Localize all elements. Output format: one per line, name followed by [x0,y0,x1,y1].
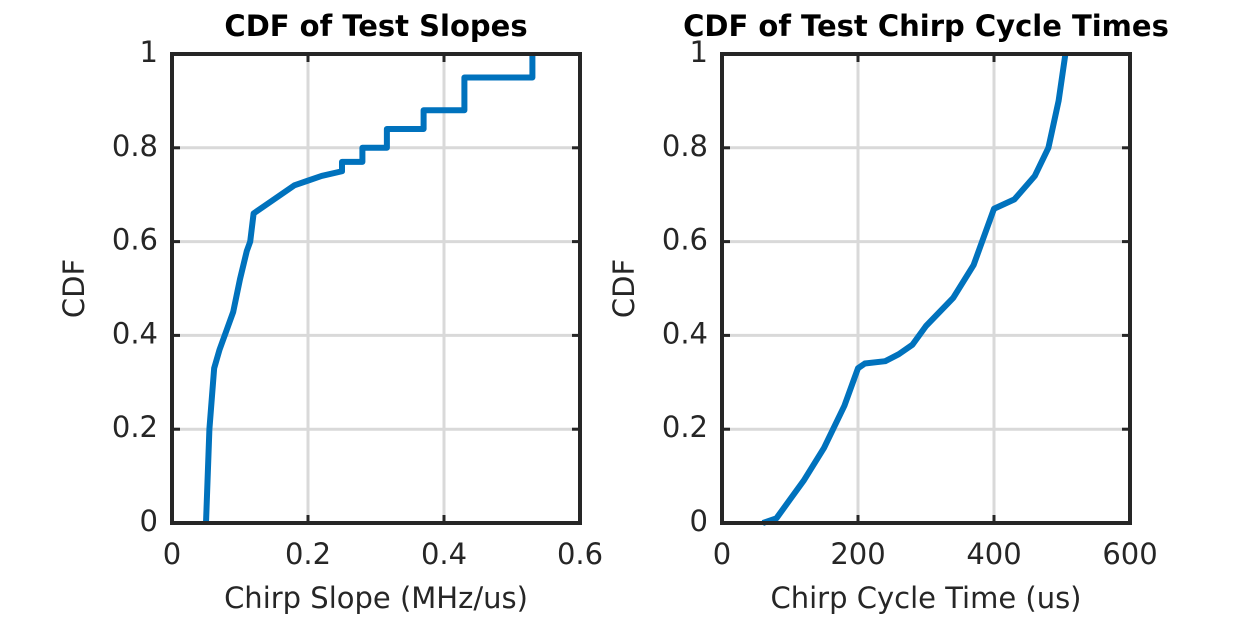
x-tick-label: 200 [830,537,885,571]
x-tick-label: 0 [713,537,731,571]
y-tick-label: 1 [690,35,708,69]
x-tick-label: 0.2 [285,537,331,571]
y-tick-label: 0.4 [662,316,708,350]
cdf-line [761,53,1069,526]
y-tick-label: 0 [690,504,708,538]
y-tick-label: 0.8 [662,129,708,163]
x-tick-label: 0.4 [421,537,467,571]
y-tick-label: 0.6 [112,223,158,257]
y-tick-label: 0.4 [112,316,158,350]
y-axis-label: CDF [607,259,641,318]
x-tick-label: 600 [1102,537,1157,571]
x-tick-label: 400 [966,537,1021,571]
y-tick-label: 0.2 [662,410,708,444]
y-axis-label: CDF [57,259,91,318]
chart-title: CDF of Test Slopes [224,9,527,43]
cdf-line [203,54,536,524]
y-tick-label: 1 [140,35,158,69]
x-tick-label: 0.6 [557,537,603,571]
y-tick-label: 0.8 [112,129,158,163]
y-tick-label: 0.2 [112,410,158,444]
x-axis-label: Chirp Slope (MHz/us) [224,581,528,615]
axes-box [170,52,582,525]
axes-box [720,52,1132,525]
x-tick-label: 0 [163,537,181,571]
x-axis-label: Chirp Cycle Time (us) [770,581,1081,615]
chart-title: CDF of Test Chirp Cycle Times [683,9,1169,43]
y-tick-label: 0 [140,504,158,538]
y-tick-label: 0.6 [662,223,708,257]
